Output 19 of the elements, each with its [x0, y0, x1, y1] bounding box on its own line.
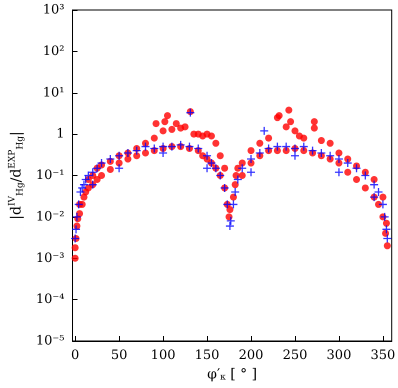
x-tick-label: 0 — [71, 348, 80, 363]
y-tick-label: 10¹ — [42, 85, 65, 100]
x-tick-label: 50 — [110, 348, 128, 363]
x-tick-label: 200 — [238, 348, 264, 363]
y-tick-label: 10⁻³ — [36, 250, 65, 266]
y-tick-label: 1 — [56, 126, 65, 142]
y-tick-label: 10⁻⁵ — [36, 334, 65, 348]
y-axis-title: |dIVHg/dEXPHg| — [8, 131, 26, 220]
y-tick-label: 10⁻⁴ — [36, 292, 65, 308]
x-tick-label: 250 — [282, 348, 308, 363]
y-tick-label: 10³ — [42, 2, 65, 18]
y-tick-label: 10⁻² — [36, 209, 65, 224]
x-tick-label: 300 — [326, 348, 352, 363]
x-tick-label: 100 — [150, 348, 176, 363]
x-tick-label: 150 — [194, 348, 220, 363]
y-tick-label: 10⁻¹ — [36, 168, 65, 183]
x-axis-title: φ′κ [ ° ] — [207, 366, 258, 382]
x-tick-label: 350 — [370, 348, 396, 363]
y-tick-label: 10² — [42, 44, 65, 59]
